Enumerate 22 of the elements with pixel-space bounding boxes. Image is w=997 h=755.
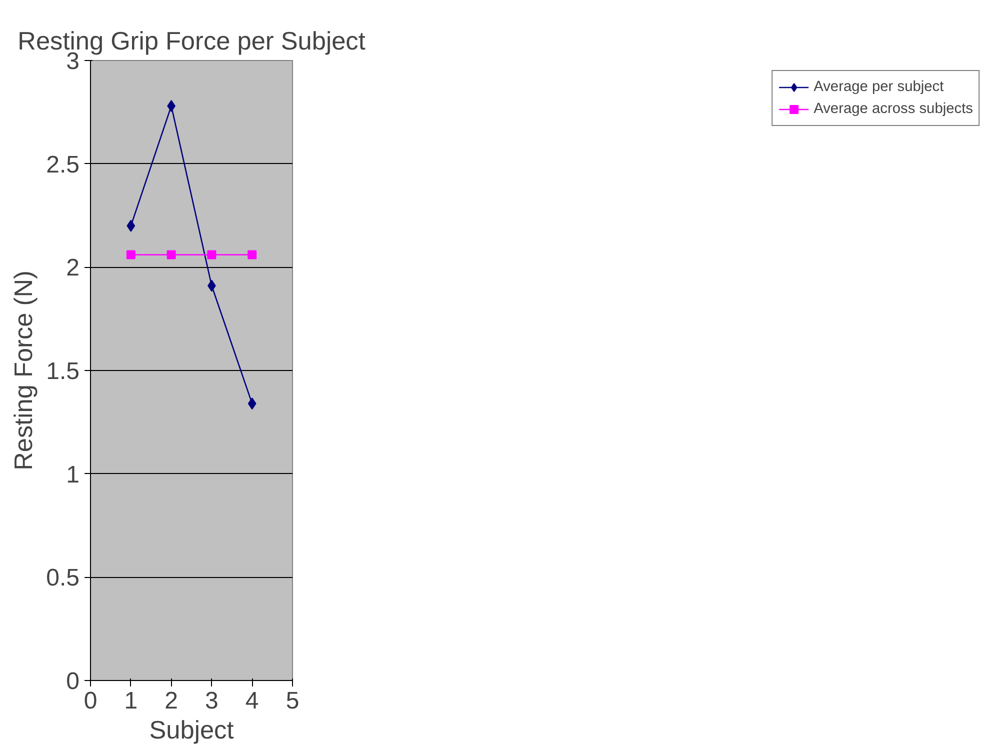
point [166,250,176,260]
x-tick-label: 2 [164,688,178,714]
y-tick-label: 2.5 [46,151,80,178]
x-axis-title: Subject [149,716,234,744]
legend-label: Average per subject [814,79,944,95]
x-tick-label: 0 [84,688,98,714]
point [126,220,136,232]
point [207,250,216,260]
y-tick-label: 1 [66,461,80,488]
point [248,250,257,260]
x-tick-label: 4 [245,688,259,714]
y-tick-label: 1.5 [46,358,80,385]
point [248,398,256,410]
x-tick-label: 3 [205,688,218,714]
point [126,250,136,260]
legend-label: Average across subjects [814,101,973,117]
y-tick-label: 0 [66,668,80,695]
y-axis-title: Resting Force (N) [10,270,38,470]
x-tick-label: 1 [124,688,138,714]
x-tick-label: 5 [286,688,300,714]
y-tick-label: 2 [66,254,80,282]
y-tick-label: 0.5 [46,564,80,592]
